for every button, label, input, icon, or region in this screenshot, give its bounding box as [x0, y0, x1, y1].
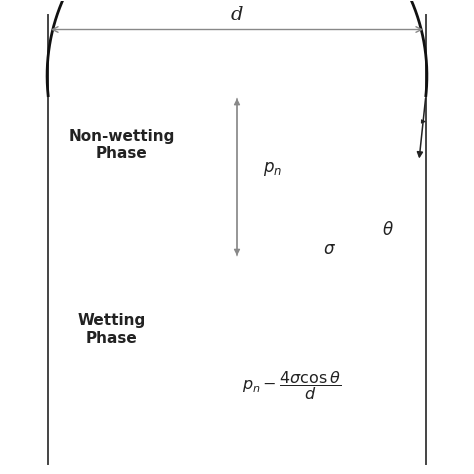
- Text: $\sigma$: $\sigma$: [323, 240, 336, 257]
- Text: $p_n$: $p_n$: [263, 160, 282, 178]
- Text: Wetting
Phase: Wetting Phase: [78, 313, 146, 346]
- Text: d: d: [231, 6, 243, 24]
- Text: $p_n - \dfrac{4\sigma\cos\theta}{d}$: $p_n - \dfrac{4\sigma\cos\theta}{d}$: [242, 369, 341, 402]
- Text: $\theta$: $\theta$: [382, 221, 394, 239]
- Text: Non-wetting
Phase: Non-wetting Phase: [68, 129, 174, 161]
